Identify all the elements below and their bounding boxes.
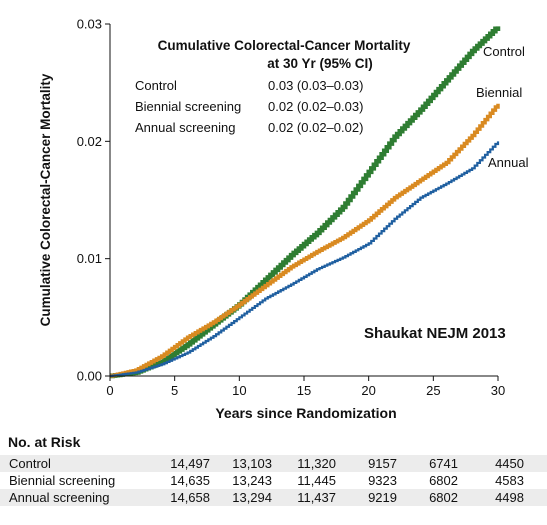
- x-tick-label: 0: [106, 383, 113, 398]
- chart: 0 5 10 15 20 25 30 0.00 0.01 0.02 0.03 Cumulative …: [38, 17, 529, 422]
- x-tick-label: 30: [491, 383, 505, 398]
- y-axis-label: Cumulative Colorectal-Cancer Mortality: [38, 73, 53, 326]
- x-axis-label: Years since Randomization: [215, 405, 396, 421]
- risk-cell: 11,320: [297, 456, 336, 471]
- x-tick-label: 20: [361, 383, 375, 398]
- risk-row-annual: Annual screening 14,658 13,294 11,437 92…: [0, 489, 547, 506]
- risk-cell: 6741: [429, 456, 458, 471]
- series-line-biennial: [110, 103, 500, 378]
- risk-cell: 13,103: [232, 456, 272, 471]
- y-tick-label: 0.02: [77, 134, 102, 149]
- x-tick-label: 5: [171, 383, 178, 398]
- risk-cell: 9219: [368, 490, 397, 505]
- risk-cell: 11,445: [297, 473, 336, 488]
- risk-row-label: Control: [9, 456, 51, 471]
- y-tick-label: 0.00: [77, 369, 102, 384]
- risk-cell: 4450: [495, 456, 524, 471]
- annotation-row-annual-value: 0.02 (0.02–0.02): [268, 120, 363, 135]
- x-tick-label: 10: [232, 383, 246, 398]
- risk-cell: 4498: [495, 490, 524, 505]
- risk-table-title: No. at Risk: [8, 434, 81, 450]
- risk-cell: 13,243: [232, 473, 272, 488]
- watermark-text: Shaukat NEJM 2013: [364, 325, 506, 342]
- y-tick-label: 0.03: [77, 17, 102, 32]
- annotation-row-biennial-label: Biennial screening: [135, 99, 241, 114]
- risk-cell: 14,658: [170, 490, 210, 505]
- risk-cell: 14,497: [170, 456, 210, 471]
- y-tick-label: 0.01: [77, 251, 102, 266]
- risk-cell: 13,294: [232, 490, 272, 505]
- x-tick-label: 25: [426, 383, 440, 398]
- risk-row-control: Control 14,497 13,103 11,320 9157 6741 4…: [0, 455, 547, 472]
- annotation-row-biennial-value: 0.02 (0.02–0.03): [268, 99, 363, 114]
- series-line-control: [110, 26, 501, 379]
- annotation-title-line1: Cumulative Colorectal-Cancer Mortality: [158, 38, 411, 53]
- x-tick-label: 15: [297, 383, 311, 398]
- risk-row-label: Biennial screening: [9, 473, 116, 488]
- annotation-row-control-label: Control: [135, 78, 177, 93]
- risk-cell: 9157: [368, 456, 397, 471]
- annotation-title-line2: at 30 Yr (95% CI): [267, 56, 373, 71]
- series-label-control: Control: [483, 44, 525, 59]
- risk-cell: 6802: [429, 473, 458, 488]
- risk-cell: 9323: [368, 473, 397, 488]
- annotation-row-annual-label: Annual screening: [135, 120, 235, 135]
- series-line-annual: [110, 141, 500, 378]
- series-label-annual: Annual: [488, 155, 529, 170]
- risk-cell: 4583: [495, 473, 524, 488]
- annotation-row-control-value: 0.03 (0.03–0.03): [268, 78, 363, 93]
- series-label-biennial: Biennial: [476, 85, 522, 100]
- risk-cell: 14,635: [170, 473, 210, 488]
- risk-cell: 11,437: [297, 490, 336, 505]
- risk-row-label: Annual screening: [9, 490, 110, 505]
- risk-cell: 6802: [429, 490, 458, 505]
- risk-row-biennial: Biennial screening 14,635 13,243 11,445 …: [0, 472, 547, 489]
